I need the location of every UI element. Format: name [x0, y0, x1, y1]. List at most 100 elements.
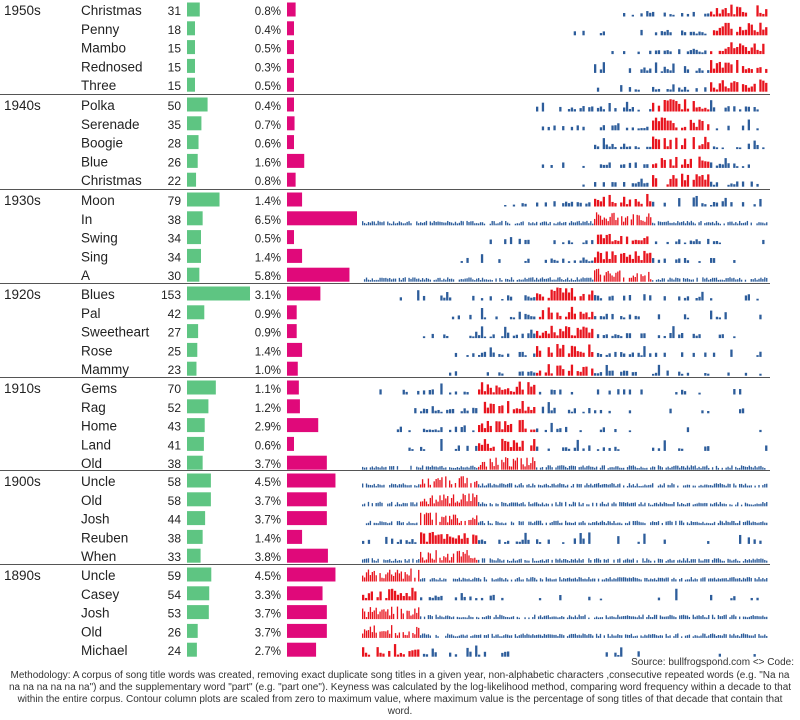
count-label: 23 [168, 363, 182, 377]
timeline-column [681, 520, 683, 526]
timeline-column [739, 277, 741, 282]
timeline-column [388, 650, 391, 657]
timeline-column [555, 223, 557, 226]
timeline-column [628, 108, 632, 112]
timeline-column [412, 277, 414, 282]
timeline-column [588, 332, 591, 339]
timeline-column [642, 504, 644, 507]
pct-label: 0.5% [255, 44, 281, 56]
timeline-column [725, 485, 727, 488]
count-bar [187, 248, 201, 263]
timeline-column [367, 279, 370, 282]
timeline-column [447, 633, 449, 638]
timeline-column [449, 409, 452, 414]
timeline-column [681, 164, 684, 168]
timeline-column [472, 295, 475, 301]
timeline-column [428, 597, 431, 601]
timeline-column [504, 651, 507, 657]
timeline-column [659, 466, 662, 470]
timeline-column [483, 558, 486, 563]
timeline-column [369, 520, 372, 526]
timeline-column [437, 501, 439, 507]
timeline-column [608, 258, 611, 263]
timeline-column [538, 598, 542, 601]
timeline-column [623, 577, 625, 582]
timeline-column [707, 541, 710, 544]
timeline-column [628, 354, 632, 357]
timeline-column [381, 466, 383, 470]
timeline-column [667, 521, 669, 526]
timeline-column [706, 465, 708, 470]
timeline-column [684, 615, 687, 620]
timeline-column [446, 335, 449, 339]
timeline-column [570, 391, 574, 395]
timeline-column [614, 429, 617, 433]
timeline-column [449, 221, 451, 226]
timeline-column [385, 597, 388, 601]
timeline-column [417, 390, 420, 395]
timeline-column [750, 69, 753, 73]
timeline-column [533, 316, 536, 320]
timeline-column [621, 635, 623, 638]
timeline-column [516, 485, 518, 488]
timeline-column [613, 520, 615, 526]
timeline-column [470, 519, 472, 526]
timeline-column [567, 409, 571, 414]
timeline-column [585, 240, 588, 245]
timeline-column [553, 616, 555, 620]
timeline-column [504, 541, 507, 544]
timeline-column [539, 615, 542, 620]
timeline-column [582, 326, 585, 339]
timeline-column [375, 279, 377, 282]
timeline-column [590, 560, 592, 563]
timeline-column [570, 465, 573, 470]
timeline-column [369, 575, 372, 582]
timeline-column [475, 645, 478, 657]
timeline-column [711, 614, 714, 620]
timeline-column [665, 502, 667, 507]
timeline-column [607, 578, 609, 582]
timeline-column [737, 578, 739, 582]
timeline-column [501, 220, 503, 226]
timeline-column [481, 277, 484, 282]
timeline-column [464, 520, 466, 526]
timeline-column [605, 504, 607, 507]
timeline-column [493, 636, 495, 638]
timeline-column [727, 579, 729, 582]
timeline-column [545, 615, 547, 620]
timeline-column [735, 279, 737, 282]
timeline-column [579, 533, 582, 544]
timeline-column [692, 122, 695, 131]
timeline-column [636, 520, 638, 526]
timeline-column [727, 278, 729, 282]
timeline-column [611, 201, 614, 207]
timeline-column [736, 31, 739, 36]
timeline-column [561, 465, 563, 470]
timeline-column [522, 521, 524, 526]
timeline-column [667, 559, 669, 563]
timeline-column [578, 467, 580, 470]
timeline-column [594, 270, 596, 282]
timeline-column [614, 146, 617, 150]
timeline-column [588, 617, 590, 620]
timeline-column [756, 503, 758, 507]
timeline-column [715, 63, 719, 73]
timeline-column [399, 593, 402, 601]
timeline-column [579, 329, 582, 339]
timeline-column [578, 634, 580, 638]
timeline-column [450, 484, 453, 488]
timeline-column [686, 174, 690, 187]
timeline-column [719, 520, 721, 526]
timeline-column [547, 634, 549, 638]
timeline-column [449, 480, 451, 488]
timeline-column [507, 441, 510, 451]
timeline-column [565, 426, 568, 433]
timeline-column [434, 535, 437, 544]
timeline-column [398, 573, 401, 582]
timeline-column [721, 50, 724, 55]
timeline-column [698, 522, 700, 526]
timeline-column [744, 29, 748, 36]
timeline-column [681, 89, 684, 92]
timeline-column [485, 616, 488, 620]
timeline-column [729, 504, 731, 507]
